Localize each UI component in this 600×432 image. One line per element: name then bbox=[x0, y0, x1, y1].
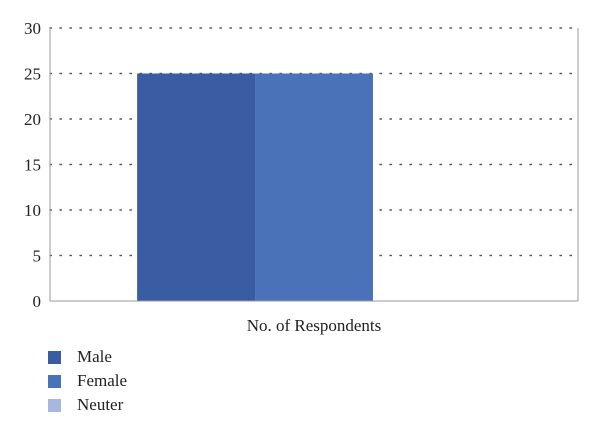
legend-label: Neuter bbox=[77, 395, 124, 414]
y-tick-label: 30 bbox=[24, 19, 41, 38]
legend-item-male: Male bbox=[48, 345, 127, 369]
y-tick-label: 25 bbox=[24, 65, 41, 84]
legend: Male Female Neuter bbox=[48, 345, 127, 417]
y-tick-label: 15 bbox=[24, 156, 41, 175]
legend-swatch bbox=[48, 350, 61, 364]
bar-female bbox=[255, 73, 373, 301]
y-tick-labels: 0 5 10 15 20 25 30 bbox=[24, 19, 41, 311]
y-tick-label: 10 bbox=[24, 201, 41, 220]
x-category-label: No. of Respondents bbox=[247, 316, 382, 335]
y-tick-label: 20 bbox=[24, 110, 41, 129]
legend-item-female: Female bbox=[48, 369, 127, 393]
legend-item-neuter: Neuter bbox=[48, 393, 127, 417]
axes bbox=[49, 28, 579, 302]
legend-label: Female bbox=[77, 371, 128, 390]
y-tick-label: 5 bbox=[33, 247, 42, 266]
category-labels: No. of Respondents bbox=[247, 316, 382, 335]
legend-label: Male bbox=[77, 347, 112, 366]
bars bbox=[137, 73, 373, 301]
legend-swatch bbox=[48, 398, 61, 412]
y-tick-label: 0 bbox=[33, 292, 42, 311]
gridlines bbox=[49, 27, 579, 257]
legend-swatch bbox=[48, 374, 61, 388]
bar-male bbox=[137, 73, 256, 301]
